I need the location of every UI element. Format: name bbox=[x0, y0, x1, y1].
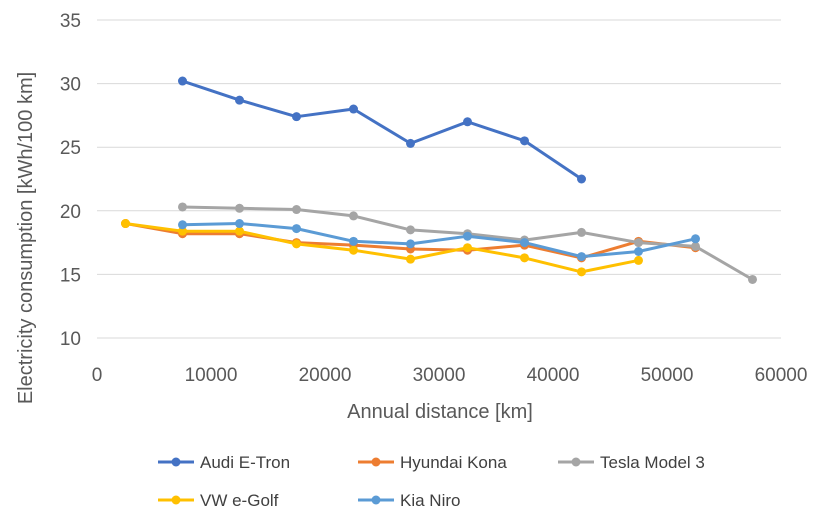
data-point bbox=[178, 76, 187, 86]
data-point bbox=[292, 239, 301, 249]
x-tick-label: 0 bbox=[92, 365, 103, 386]
legend-label: Kia Niro bbox=[400, 491, 460, 510]
data-point bbox=[178, 202, 187, 212]
legend-swatch-marker bbox=[371, 457, 381, 467]
legend-swatch-marker bbox=[171, 457, 181, 467]
data-point bbox=[463, 117, 472, 127]
data-point bbox=[577, 227, 586, 237]
data-point bbox=[406, 239, 415, 249]
data-point bbox=[406, 254, 415, 264]
y-tick-label: 25 bbox=[60, 138, 81, 159]
data-point bbox=[235, 203, 244, 213]
data-point bbox=[520, 238, 529, 248]
y-axis-title: Electricity consumption [kWh/100 km] bbox=[15, 72, 37, 404]
x-tick-label: 50000 bbox=[641, 365, 694, 386]
series-line bbox=[182, 79, 583, 181]
data-point bbox=[178, 226, 187, 236]
legend-item: VW e-Golf bbox=[158, 491, 279, 510]
x-axis-ticks: 0 10000 20000 30000 40000 50000 60000 bbox=[92, 365, 808, 386]
legend: Audi E-Tron Hyundai Kona Tesla Model 3 VW e… bbox=[158, 453, 705, 510]
x-axis-title: Annual distance [km] bbox=[347, 401, 533, 423]
data-point bbox=[235, 95, 244, 105]
data-point bbox=[577, 174, 586, 184]
x-tick-label: 60000 bbox=[755, 365, 808, 386]
legend-label: VW e-Golf bbox=[200, 491, 279, 510]
data-point bbox=[349, 236, 358, 246]
series-kia-niro bbox=[178, 219, 700, 262]
data-point bbox=[634, 238, 643, 248]
legend-label: Audi E-Tron bbox=[200, 453, 290, 472]
data-point bbox=[520, 253, 529, 263]
x-tick-label: 30000 bbox=[413, 365, 466, 386]
data-point bbox=[634, 247, 643, 257]
data-point bbox=[520, 136, 529, 146]
data-point bbox=[121, 219, 130, 229]
legend-swatch-marker bbox=[371, 495, 381, 505]
data-point bbox=[292, 224, 301, 234]
legend-item: Tesla Model 3 bbox=[558, 453, 705, 472]
x-tick-label: 40000 bbox=[527, 365, 580, 386]
data-point bbox=[577, 252, 586, 262]
y-tick-label: 35 bbox=[60, 11, 81, 32]
legend-swatch-marker bbox=[571, 457, 581, 467]
data-point bbox=[577, 267, 586, 277]
x-tick-label: 10000 bbox=[185, 365, 238, 386]
series-audi-e-tron bbox=[178, 76, 586, 184]
y-tick-label: 10 bbox=[60, 329, 81, 350]
legend-item: Hyundai Kona bbox=[358, 453, 507, 472]
gridlines bbox=[97, 19, 781, 339]
data-point bbox=[463, 231, 472, 241]
series-line bbox=[182, 222, 696, 259]
data-point bbox=[748, 274, 757, 284]
legend-item: Kia Niro bbox=[358, 491, 460, 510]
series-vw-e-golf bbox=[121, 219, 643, 277]
legend-swatch-marker bbox=[171, 495, 181, 505]
data-point bbox=[463, 243, 472, 253]
data-point bbox=[691, 234, 700, 244]
data-point bbox=[691, 241, 700, 251]
legend-label: Hyundai Kona bbox=[400, 453, 507, 472]
y-tick-label: 30 bbox=[60, 75, 81, 96]
data-point bbox=[292, 205, 301, 215]
data-point bbox=[235, 219, 244, 229]
data-point bbox=[349, 211, 358, 221]
data-point bbox=[634, 255, 643, 265]
data-point bbox=[349, 104, 358, 114]
data-point bbox=[292, 112, 301, 122]
y-tick-label: 15 bbox=[60, 265, 81, 286]
x-tick-label: 20000 bbox=[299, 365, 352, 386]
data-point bbox=[349, 245, 358, 255]
data-point bbox=[235, 226, 244, 236]
y-tick-label: 20 bbox=[60, 202, 81, 223]
data-point bbox=[178, 220, 187, 230]
y-axis-ticks: 10 15 20 25 30 35 bbox=[60, 11, 81, 350]
legend-label: Tesla Model 3 bbox=[600, 453, 705, 472]
legend-item: Audi E-Tron bbox=[158, 453, 290, 472]
data-point bbox=[406, 138, 415, 148]
series-line bbox=[125, 222, 639, 274]
data-point bbox=[406, 225, 415, 235]
series-layer bbox=[121, 76, 757, 284]
